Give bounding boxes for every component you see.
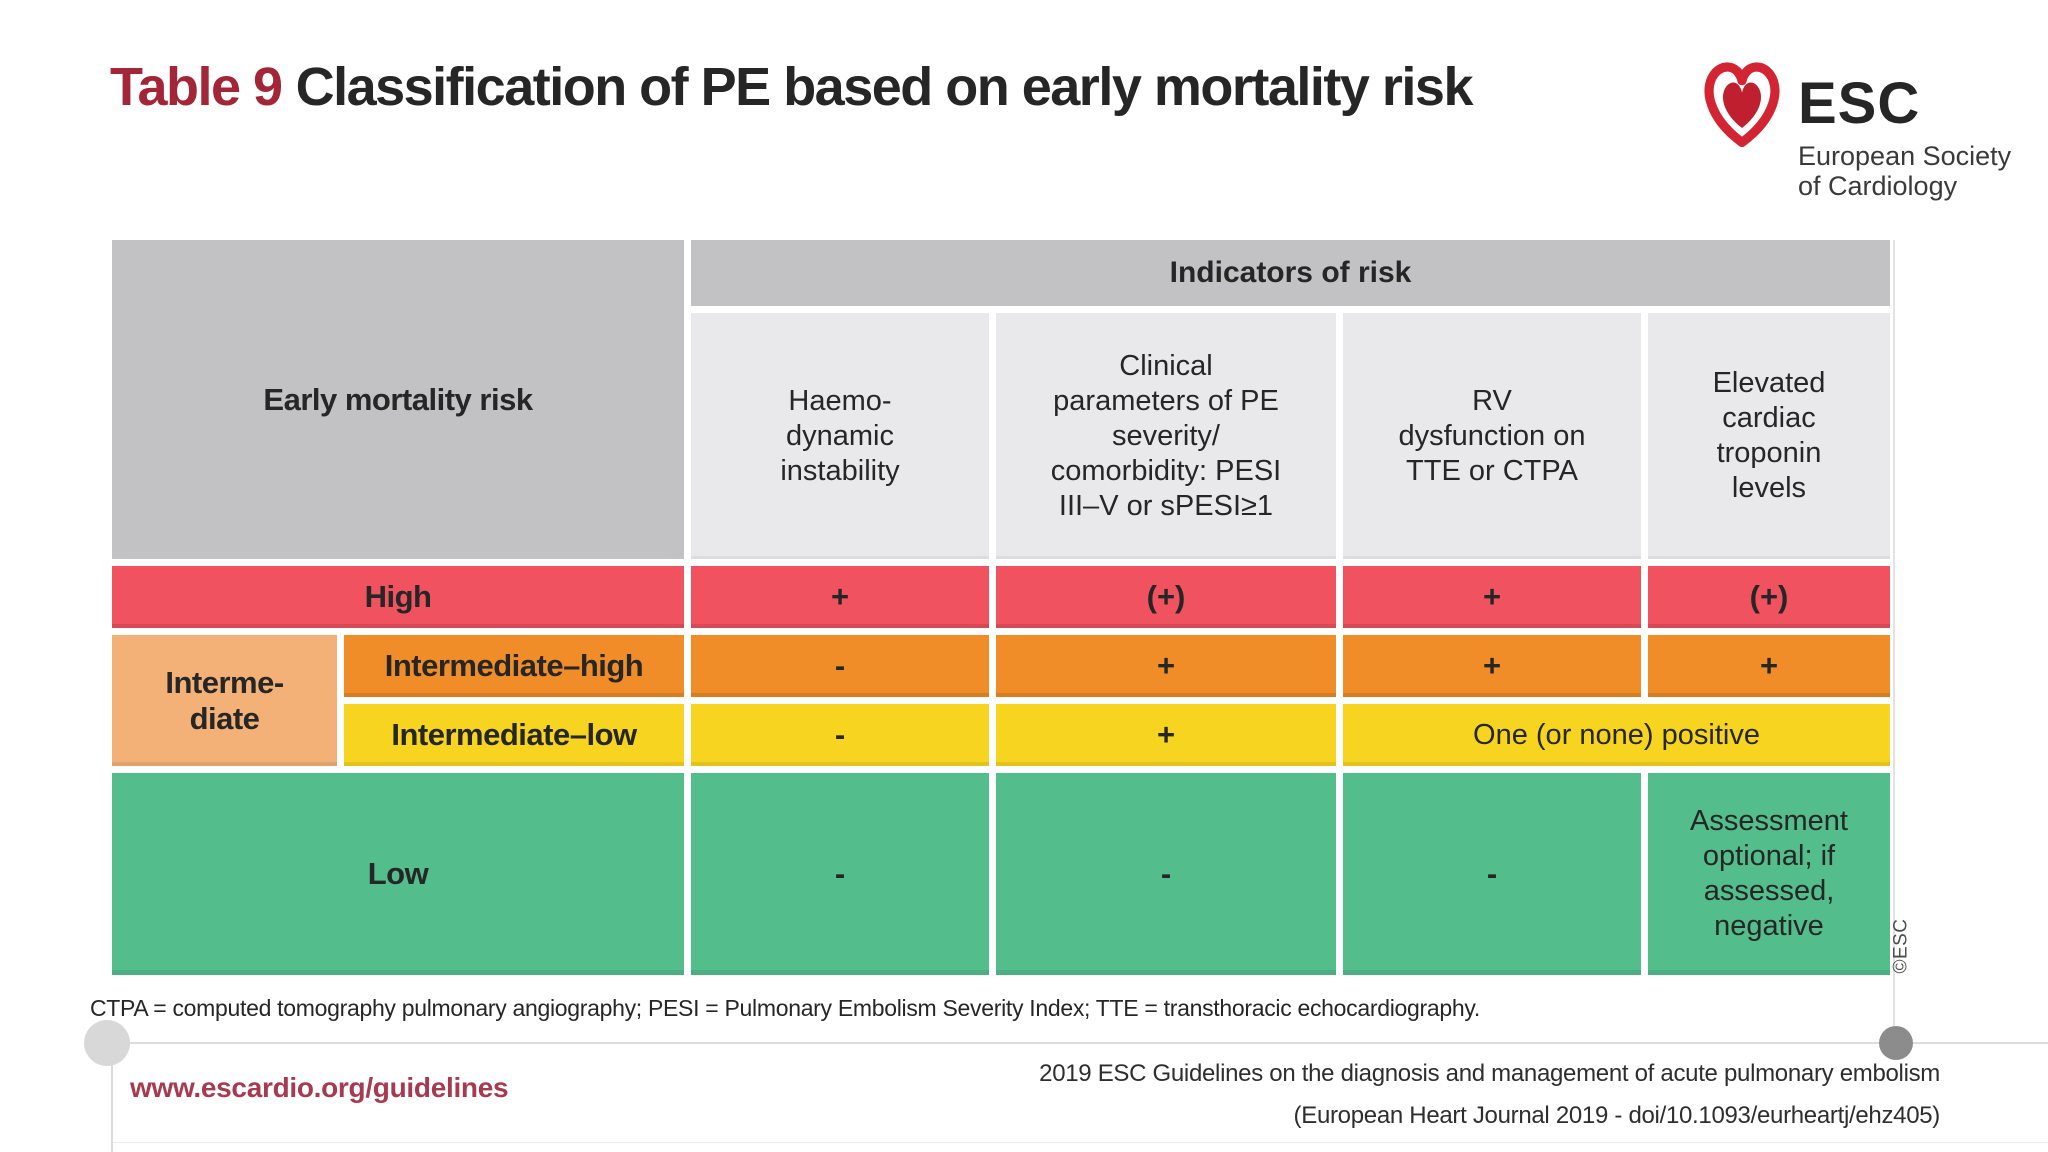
cell-intermediate-high-rv: + xyxy=(1343,635,1641,697)
cell-high-haemodynamic: + xyxy=(691,566,989,628)
risk-classification-table: Early mortality risk Indicators of risk … xyxy=(112,240,1890,975)
esc-logo: ESC European Society of Cardiology xyxy=(1700,55,2011,201)
cell-high-rv: + xyxy=(1343,566,1641,628)
left-guide-line xyxy=(111,1043,113,1152)
cell-intermediate-low-haemodynamic: - xyxy=(691,704,989,766)
esc-subtitle: European Society of Cardiology xyxy=(1798,141,2011,201)
corner-header-early-mortality-risk: Early mortality risk xyxy=(112,240,684,559)
citation-line2: (European Heart Journal 2019 - doi/10.10… xyxy=(1293,1102,1941,1129)
cell-low-assessment-optional: Assessment optional; if assessed, negati… xyxy=(1648,773,1890,975)
row-label-low: Low xyxy=(112,773,684,975)
right-divider-dot xyxy=(1879,1026,1913,1060)
column-header-rv-dysfunction: RV dysfunction on TTE or CTPA xyxy=(1343,313,1641,559)
cell-intermediate-low-clinical: + xyxy=(996,704,1336,766)
esc-acronym: ESC xyxy=(1798,71,1921,136)
row-label-high: High xyxy=(112,566,684,628)
cell-intermediate-high-troponin: + xyxy=(1648,635,1890,697)
cell-low-rv: - xyxy=(1343,773,1641,975)
esc-subtitle-line2: of Cardiology xyxy=(1798,171,1958,201)
group-header-indicators-of-risk: Indicators of risk xyxy=(691,240,1890,306)
table-title-text: Classification of PE based on early mort… xyxy=(295,57,1474,117)
abbreviations-footnote: CTPA = computed tomography pulmonary ang… xyxy=(90,995,1480,1021)
right-guide-line xyxy=(1893,240,1895,1043)
cell-low-clinical: - xyxy=(996,773,1336,975)
column-header-clinical-parameters: Clinical parameters of PE severity/ como… xyxy=(996,313,1336,559)
cell-intermediate-low-one-or-none-positive: One (or none) positive xyxy=(1343,704,1890,766)
cell-high-troponin: (+) xyxy=(1648,566,1890,628)
heart-icon xyxy=(1704,62,1780,147)
bottom-faint-line xyxy=(112,1142,2048,1143)
column-header-haemodynamic-instability: Haemo- dynamic instability xyxy=(691,313,989,559)
cell-high-clinical: (+) xyxy=(996,566,1336,628)
cell-low-haemodynamic: - xyxy=(691,773,989,975)
row-label-intermediate: Interme- diate xyxy=(112,635,337,766)
cell-intermediate-high-clinical: + xyxy=(996,635,1336,697)
column-header-elevated-troponin: Elevated cardiac troponin levels xyxy=(1648,313,1890,559)
esc-copyright-vertical: ©ESC xyxy=(1890,918,1912,974)
citation-block: 2019 ESC Guidelines on the diagnosis and… xyxy=(1039,1053,1940,1137)
page-title: Table 9 Classification of PE based on ear… xyxy=(110,56,1474,118)
table-number: Table 9 xyxy=(110,57,283,117)
guidelines-url-link[interactable]: www.escardio.org/guidelines xyxy=(130,1072,509,1103)
citation-line1: 2019 ESC Guidelines on the diagnosis and… xyxy=(1039,1060,1940,1087)
esc-subtitle-line1: European Society xyxy=(1798,141,2012,171)
esc-logo-text: ESC European Society of Cardiology xyxy=(1798,55,2011,202)
row-label-intermediate-low: Intermediate–low xyxy=(344,704,684,766)
left-divider-dot xyxy=(84,1020,130,1066)
row-label-intermediate-high: Intermediate–high xyxy=(344,635,684,697)
footer-divider-line xyxy=(100,1042,2048,1044)
cell-intermediate-high-haemodynamic: - xyxy=(691,635,989,697)
